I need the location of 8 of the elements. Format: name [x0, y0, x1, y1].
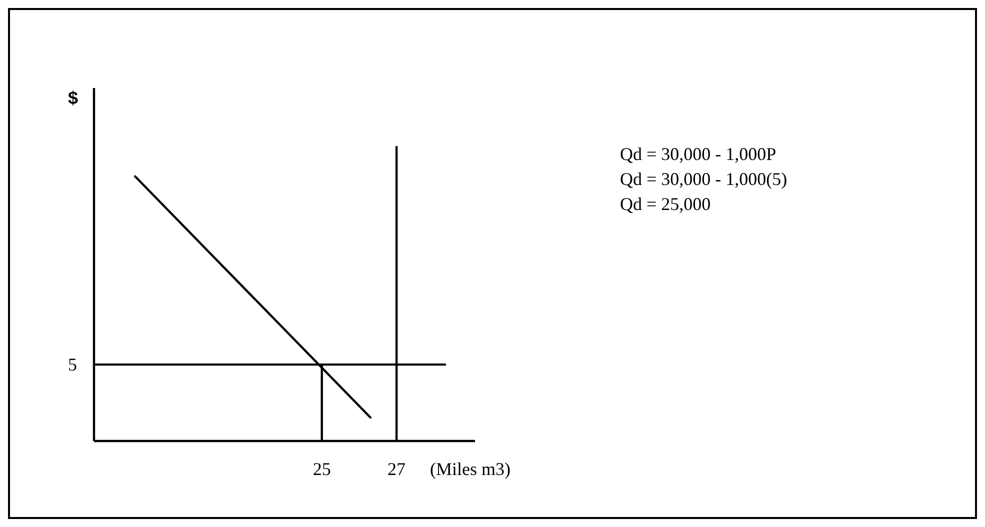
x-axis-title: (Miles m3)	[430, 459, 510, 479]
text: Qd = 30,000 - 1,000(5)	[620, 169, 788, 189]
annotation: 5	[68, 354, 77, 375]
x-tick-label: 25	[312, 459, 331, 479]
text: Qd = 25,000	[620, 194, 711, 214]
x-tick-label: 27	[388, 459, 406, 479]
text: Qd = 30,000 - 1,000P	[620, 144, 776, 164]
y-axis-title: $	[68, 88, 78, 108]
